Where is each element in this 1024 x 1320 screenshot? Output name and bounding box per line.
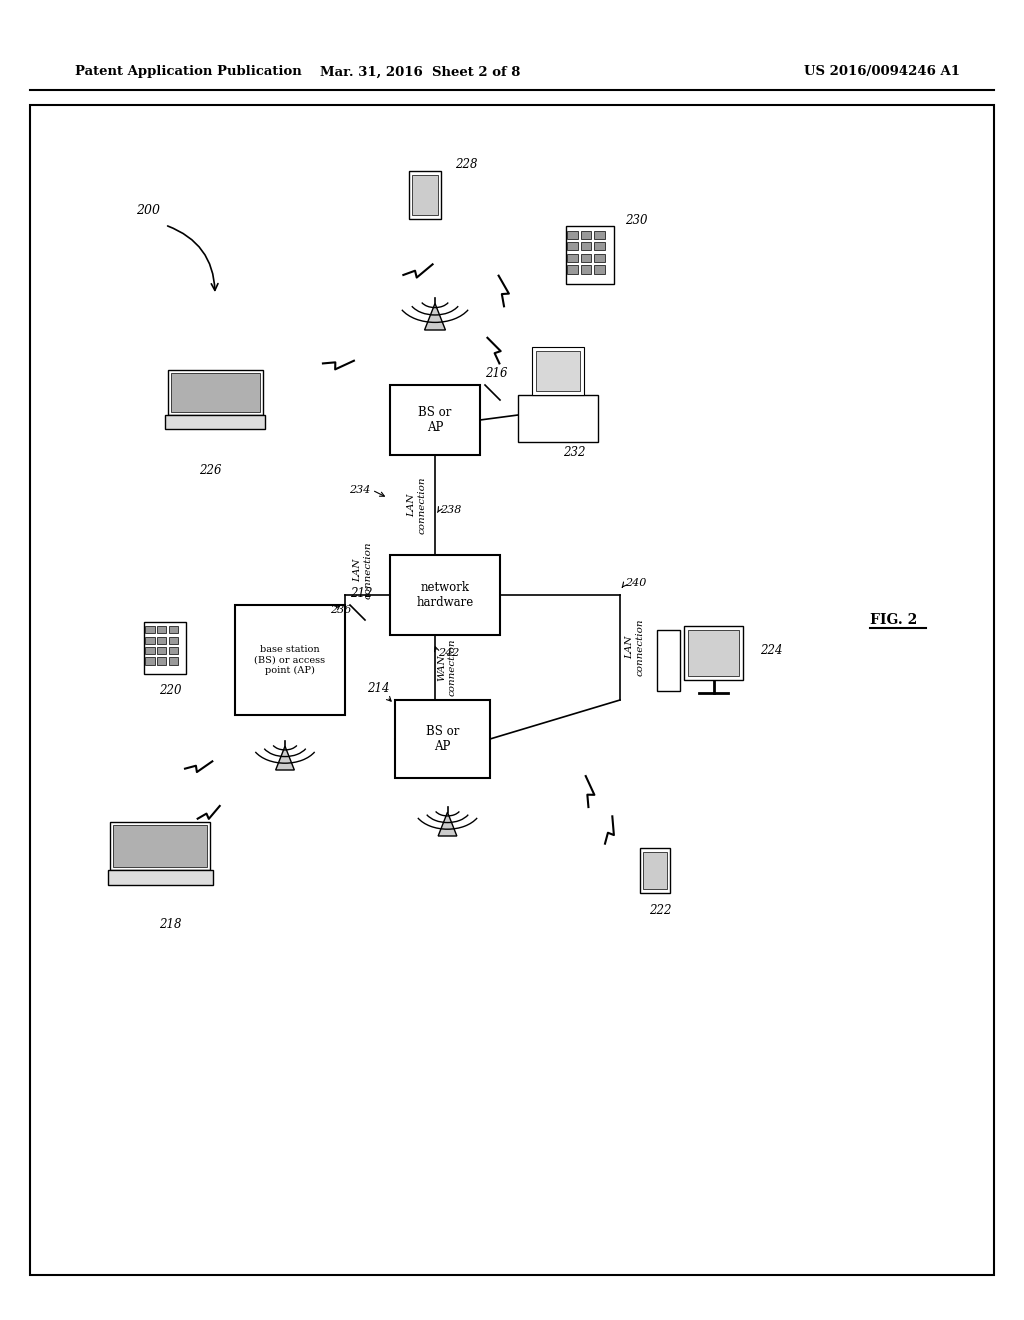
Bar bbox=[409, 172, 441, 219]
Bar bbox=[165, 414, 265, 429]
Bar bbox=[157, 647, 166, 655]
Bar bbox=[144, 622, 186, 675]
Bar bbox=[30, 106, 994, 1275]
Bar bbox=[567, 231, 578, 239]
FancyArrowPatch shape bbox=[375, 491, 384, 496]
Text: 234: 234 bbox=[348, 484, 370, 495]
Bar bbox=[157, 626, 166, 634]
Bar bbox=[390, 554, 500, 635]
Bar bbox=[108, 870, 213, 884]
Bar bbox=[169, 647, 178, 655]
Text: WAN
connection: WAN connection bbox=[437, 639, 457, 696]
Bar bbox=[532, 347, 584, 395]
Bar bbox=[640, 847, 670, 892]
Text: 230: 230 bbox=[625, 214, 647, 227]
Text: BS or
AP: BS or AP bbox=[419, 407, 452, 434]
Bar bbox=[594, 243, 605, 251]
Text: Mar. 31, 2016  Sheet 2 of 8: Mar. 31, 2016 Sheet 2 of 8 bbox=[319, 66, 520, 78]
Text: 212: 212 bbox=[350, 587, 373, 601]
Bar bbox=[395, 700, 490, 777]
Bar bbox=[157, 657, 166, 665]
Bar bbox=[536, 351, 580, 391]
Text: 236: 236 bbox=[330, 605, 351, 615]
Text: LAN
connection: LAN connection bbox=[353, 541, 372, 599]
Text: 232: 232 bbox=[563, 446, 586, 459]
Text: 222: 222 bbox=[649, 903, 672, 916]
Bar bbox=[643, 851, 667, 888]
FancyArrowPatch shape bbox=[623, 582, 627, 587]
Text: 214: 214 bbox=[368, 682, 390, 696]
Bar bbox=[171, 372, 259, 412]
Bar bbox=[168, 370, 262, 414]
Bar bbox=[145, 636, 155, 644]
Bar bbox=[113, 825, 207, 867]
Bar bbox=[234, 605, 345, 715]
Bar bbox=[581, 231, 592, 239]
Text: 242: 242 bbox=[438, 648, 460, 657]
Text: Patent Application Publication: Patent Application Publication bbox=[75, 66, 302, 78]
Polygon shape bbox=[438, 812, 457, 836]
Text: network
hardware: network hardware bbox=[417, 581, 474, 609]
Text: 200: 200 bbox=[136, 203, 160, 216]
Text: 238: 238 bbox=[440, 506, 462, 515]
FancyArrowPatch shape bbox=[335, 606, 340, 610]
Text: 220: 220 bbox=[159, 684, 181, 697]
Bar bbox=[594, 253, 605, 261]
Bar bbox=[518, 395, 598, 442]
Text: BS or
AP: BS or AP bbox=[426, 725, 459, 752]
Text: 224: 224 bbox=[760, 644, 782, 656]
FancyArrowPatch shape bbox=[168, 226, 218, 290]
Bar bbox=[145, 657, 155, 665]
Text: 228: 228 bbox=[455, 158, 477, 172]
Bar bbox=[688, 630, 738, 676]
Bar bbox=[657, 630, 680, 690]
Bar bbox=[684, 626, 742, 680]
FancyArrowPatch shape bbox=[386, 697, 391, 701]
Text: base station
(BS) or access
point (AP): base station (BS) or access point (AP) bbox=[254, 645, 326, 675]
Bar bbox=[594, 231, 605, 239]
Bar bbox=[566, 226, 614, 284]
Text: US 2016/0094246 A1: US 2016/0094246 A1 bbox=[804, 66, 961, 78]
Bar bbox=[169, 636, 178, 644]
Bar bbox=[390, 385, 480, 455]
Text: LAN
connection: LAN connection bbox=[626, 619, 645, 676]
Polygon shape bbox=[275, 746, 294, 770]
Text: 218: 218 bbox=[159, 919, 181, 932]
Bar bbox=[412, 176, 438, 215]
Text: 226: 226 bbox=[199, 463, 221, 477]
Bar bbox=[567, 265, 578, 273]
Text: FIG. 2: FIG. 2 bbox=[870, 612, 918, 627]
Bar bbox=[567, 243, 578, 251]
Bar bbox=[567, 253, 578, 261]
Bar bbox=[169, 657, 178, 665]
FancyArrowPatch shape bbox=[437, 507, 442, 512]
Text: LAN
connection: LAN connection bbox=[408, 477, 427, 533]
Bar bbox=[169, 626, 178, 634]
Bar bbox=[581, 253, 592, 261]
Bar bbox=[581, 243, 592, 251]
Bar bbox=[145, 626, 155, 634]
FancyArrowPatch shape bbox=[434, 647, 439, 652]
Bar bbox=[110, 822, 210, 870]
Bar bbox=[581, 265, 592, 273]
Bar bbox=[145, 647, 155, 655]
Polygon shape bbox=[425, 304, 445, 330]
Text: 240: 240 bbox=[625, 578, 646, 587]
Text: 216: 216 bbox=[485, 367, 508, 380]
Bar bbox=[157, 636, 166, 644]
Bar bbox=[594, 265, 605, 273]
